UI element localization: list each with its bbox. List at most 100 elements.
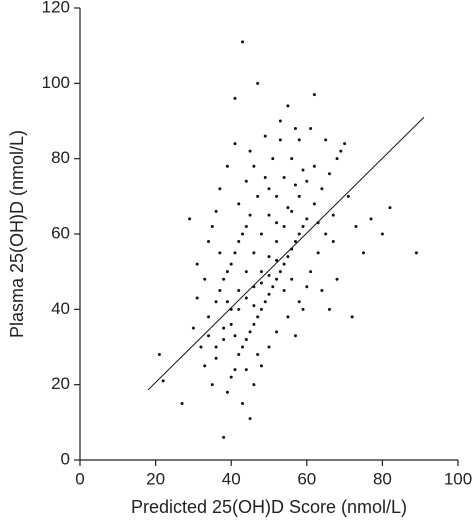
point <box>244 179 248 183</box>
point <box>207 240 211 244</box>
point <box>203 277 207 281</box>
point <box>312 164 316 168</box>
y-axis-title: Plasma 25(OH)D (nmol/L) <box>7 130 27 338</box>
point <box>320 289 324 292</box>
point <box>241 345 245 349</box>
point <box>214 209 218 213</box>
point <box>267 213 271 217</box>
point <box>252 164 256 168</box>
x-tick-label: 80 <box>373 469 392 488</box>
point <box>248 213 252 217</box>
point <box>256 353 260 357</box>
point <box>203 364 207 368</box>
point <box>354 224 358 228</box>
x-axis-title: Predicted 25(OH)D Score (nmol/L) <box>131 497 407 517</box>
point <box>339 149 343 153</box>
point <box>312 93 316 97</box>
point <box>267 273 271 277</box>
point <box>241 232 245 236</box>
point <box>297 138 301 142</box>
point <box>275 258 279 262</box>
point <box>263 176 267 179</box>
x-tick-label: 60 <box>297 469 316 488</box>
point <box>229 322 233 326</box>
point <box>218 187 222 191</box>
point <box>214 300 218 304</box>
point <box>286 315 290 319</box>
point <box>271 157 275 161</box>
point <box>297 194 301 198</box>
point <box>188 217 192 221</box>
point <box>369 217 373 221</box>
point <box>237 307 241 311</box>
point <box>207 334 211 338</box>
point <box>293 127 297 131</box>
y-tick-label: 20 <box>51 374 70 393</box>
point <box>233 334 237 338</box>
point <box>256 315 260 319</box>
y-tick-label: 80 <box>51 148 70 167</box>
point <box>244 337 248 341</box>
point <box>161 379 165 383</box>
point <box>320 187 324 191</box>
point <box>222 277 226 281</box>
point <box>225 300 229 304</box>
y-tick-label: 100 <box>42 73 70 92</box>
point <box>305 179 309 183</box>
point <box>252 304 256 308</box>
point <box>237 353 241 357</box>
point <box>244 224 248 228</box>
point <box>293 334 297 338</box>
y-tick-label: 120 <box>42 0 70 16</box>
point <box>346 194 350 198</box>
point <box>327 307 331 311</box>
x-tick-label: 40 <box>222 469 241 488</box>
point <box>275 277 279 281</box>
point <box>256 194 260 198</box>
point <box>301 224 305 228</box>
point <box>278 138 282 142</box>
point <box>218 251 222 255</box>
point <box>309 270 313 274</box>
point <box>244 270 248 274</box>
point <box>350 315 354 319</box>
point <box>316 251 320 255</box>
point <box>335 277 339 281</box>
point <box>244 296 248 300</box>
point <box>248 330 252 334</box>
point <box>271 285 275 289</box>
point <box>210 383 214 387</box>
point <box>290 157 294 161</box>
point <box>324 138 328 142</box>
point <box>275 330 279 334</box>
point <box>297 300 301 304</box>
point <box>290 209 294 213</box>
point <box>214 356 218 360</box>
point <box>301 168 305 172</box>
point <box>225 270 229 274</box>
point <box>293 183 297 187</box>
x-tick-label: 0 <box>75 469 84 488</box>
point <box>241 402 245 405</box>
point <box>225 390 229 394</box>
point <box>267 255 271 259</box>
point <box>225 164 229 168</box>
point <box>331 213 335 217</box>
point <box>195 296 199 300</box>
point <box>327 172 331 176</box>
point <box>195 262 199 266</box>
point <box>286 206 290 210</box>
point <box>233 96 237 100</box>
point <box>222 337 226 341</box>
point <box>275 221 279 225</box>
point <box>309 127 313 131</box>
point <box>305 217 309 221</box>
point <box>259 281 263 285</box>
point <box>259 232 263 236</box>
y-tick-label: 60 <box>51 223 70 242</box>
point <box>252 322 256 326</box>
point <box>335 157 339 161</box>
point <box>259 364 263 368</box>
point <box>252 383 256 387</box>
